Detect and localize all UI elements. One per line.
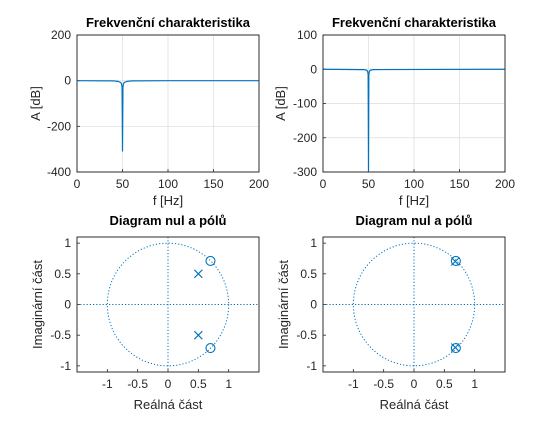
x-tick-label: 150 [449,177,469,191]
pole-marker [193,330,203,340]
y-tick-label: 0 [310,298,317,312]
x-tick-label: 200 [495,177,515,191]
pole-marker [450,343,460,352]
y-tick-label: -400 [47,165,71,179]
chart-title: Frekvenční charakteristika [332,15,497,30]
x-tick-label: 0.5 [190,377,207,391]
data-layer [323,68,505,172]
plot-freq2: 0 50 100 150 200 -300 -200 -100 0 100 Frekvenční c… [273,15,515,208]
zero-marker [450,343,461,354]
y-tick-label: 0.5 [300,267,317,281]
y-axis-label: Imaginární část [276,260,291,349]
unit-circle [106,242,230,367]
x-axis-label: Reálná část [134,397,203,412]
zero-marker [205,343,216,354]
y-axis-label: A [dB] [28,86,43,121]
pole-stroke [450,257,460,266]
x-tick-label: 1 [225,377,232,391]
pole-marker [450,257,460,266]
data-layer [323,237,505,372]
x-tick-label: 200 [249,177,269,191]
zero-marker [205,255,216,266]
axes-border [76,34,260,173]
x-tick-label: 0 [74,177,81,191]
y-tick-label: 1 [310,236,317,250]
x-tick-label: 1 [471,377,478,391]
x-tick-label: -1 [348,377,359,391]
y-tick-label: -100 [293,97,317,111]
y-tick-label: 1 [64,236,71,250]
pole-stroke [450,343,460,352]
y-axis-label: Imaginární část [30,260,45,349]
x-tick-label: -1 [102,377,113,391]
x-tick-label: 100 [404,177,424,191]
y-tick-label: -1 [60,359,71,373]
axes-border [76,236,260,373]
pole-marker [193,269,203,279]
x-tick-label: 0.5 [436,377,453,391]
x-tick-label: 50 [362,177,376,191]
y-tick-label: 200 [51,28,71,42]
x-tick-label: -0.5 [373,377,394,391]
axes-border [322,236,506,373]
axes-border [322,34,506,173]
y-tick-label: 0 [64,74,71,88]
y-tick-label: -0.5 [296,328,317,342]
plot-freq1: 0 50 100 150 200 -400 -200 0 200 Frekvenční chara… [28,15,269,208]
series-line [77,80,259,152]
plot-pz1: -1 -0.5 0 0.5 1 -1 -0.5 0 0.5 1 Diagram nul a pólů… [30,213,260,412]
chart-title: Diagram nul a pólů [355,213,472,228]
x-axis-label: f [Hz] [153,193,183,208]
x-tick-label: 100 [158,177,178,191]
pole-stroke [193,269,203,279]
x-tick-label: -0.5 [127,377,148,391]
y-tick-label: -1 [306,359,317,373]
y-tick-label: -200 [47,119,71,133]
y-tick-label: 0 [64,298,71,312]
data-layer [77,237,259,372]
y-tick-label: 100 [297,28,317,42]
x-tick-label: 0 [165,377,172,391]
series-line [323,68,505,172]
x-tick-label: 0 [411,377,418,391]
data-layer [77,80,259,152]
y-tick-label: 0 [310,62,317,76]
x-axis-label: Reálná část [380,397,449,412]
y-tick-label: -200 [293,131,317,145]
x-tick-label: 150 [203,177,223,191]
x-axis-label: f [Hz] [399,193,429,208]
chart-title: Frekvenční charakteristika [86,15,251,30]
y-tick-label: -300 [293,165,317,179]
y-tick-label: 0.5 [54,267,71,281]
plot-pz2: -1 -0.5 0 0.5 1 -1 -0.5 0 0.5 1 Diagram nul a pólů… [276,213,506,412]
pole-stroke [193,330,203,340]
unit-circle [352,242,476,367]
y-axis-label: A [dB] [273,86,288,121]
x-tick-label: 50 [116,177,130,191]
y-tick-label: -0.5 [50,328,71,342]
x-tick-label: 0 [320,177,327,191]
chart-title: Diagram nul a pólů [109,213,226,228]
zero-marker [450,255,461,266]
